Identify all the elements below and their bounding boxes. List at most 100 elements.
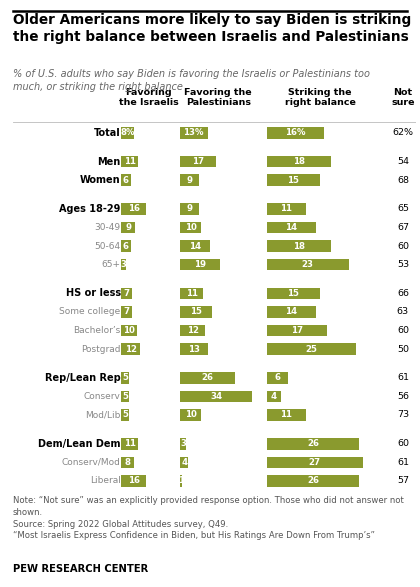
Bar [180,240,210,252]
Text: % of U.S. adults who say Biden is favoring the Israelis or Palestinians too
much: % of U.S. adults who say Biden is favori… [13,69,370,92]
Bar [267,325,327,336]
Text: 8%: 8% [120,129,135,137]
Text: 7: 7 [124,289,130,298]
Bar [267,475,359,487]
Text: Conserv: Conserv [84,392,121,401]
Text: 50: 50 [397,345,409,353]
Bar [121,288,132,299]
Text: 61: 61 [397,373,409,382]
Text: 12: 12 [125,345,136,353]
Bar [180,343,207,355]
Bar [180,409,201,421]
Bar [180,203,199,215]
Bar [121,203,146,215]
Bar [267,438,359,450]
Bar [180,457,189,468]
Text: 3: 3 [121,260,127,269]
Text: 5: 5 [122,410,128,420]
Text: 14: 14 [189,242,201,251]
Text: 27: 27 [309,458,321,467]
Text: 4: 4 [181,458,187,467]
Text: 3: 3 [180,439,186,448]
Text: Favoring
the Israelis: Favoring the Israelis [119,87,178,107]
Text: Favoring the
Palestinians: Favoring the Palestinians [184,87,252,107]
Bar [180,222,201,233]
Bar [267,288,320,299]
Bar [180,438,186,450]
Text: Some college: Some college [59,308,121,316]
Text: 53: 53 [397,260,409,269]
Text: 5: 5 [122,392,128,401]
Text: 11: 11 [124,439,136,448]
Bar [267,343,356,355]
Text: 65: 65 [397,204,409,214]
Text: 60: 60 [397,439,409,448]
Bar [121,438,138,450]
Bar [180,391,252,402]
Bar [267,409,306,421]
Text: Women: Women [80,175,121,185]
Text: 25: 25 [305,345,317,353]
Text: 12: 12 [187,326,199,335]
Text: 16: 16 [128,204,139,214]
Text: 11: 11 [186,289,198,298]
Text: 6: 6 [123,176,129,185]
Text: 14: 14 [286,308,298,316]
Bar [180,288,203,299]
Bar [121,343,139,355]
Text: 13: 13 [188,345,200,353]
Bar [121,325,136,336]
Text: Bachelor’s: Bachelor’s [74,326,121,335]
Text: 11: 11 [280,410,292,420]
Text: 5: 5 [122,373,128,382]
Text: 26: 26 [307,477,319,485]
Bar [180,306,212,318]
Text: Liberal: Liberal [90,477,121,485]
Bar [267,222,317,233]
Text: Postgrad: Postgrad [81,345,121,353]
Bar [121,409,129,421]
Bar [267,127,323,139]
Text: 57: 57 [397,477,409,485]
Bar [121,222,135,233]
Text: 60: 60 [397,326,409,335]
Text: 9: 9 [125,223,131,232]
Text: 10: 10 [185,410,197,420]
Text: 18: 18 [293,242,304,251]
Text: 6: 6 [274,373,280,382]
Text: 26: 26 [307,439,319,448]
Text: 1: 1 [178,477,184,485]
Text: 30-49: 30-49 [94,223,121,232]
Text: 63: 63 [397,308,409,316]
Bar [180,156,216,167]
Text: 61: 61 [397,458,409,467]
Text: 67: 67 [397,223,409,232]
Text: Dem/Lean Dem: Dem/Lean Dem [38,438,121,448]
Bar [267,259,349,271]
Text: 26: 26 [202,373,214,382]
Text: HS or less: HS or less [66,288,121,298]
Bar [180,475,182,487]
Bar [267,174,320,186]
Text: Not
sure: Not sure [391,87,415,107]
Bar [267,203,306,215]
Text: Men: Men [97,157,121,167]
Bar [121,475,146,487]
Bar [267,457,363,468]
Text: 9: 9 [186,204,192,214]
Text: 16: 16 [128,477,139,485]
Bar [267,240,331,252]
Text: 9: 9 [186,176,192,185]
Bar [121,306,132,318]
Text: Ages 18-29: Ages 18-29 [59,204,121,214]
Text: Rep/Lean Rep: Rep/Lean Rep [45,373,121,383]
Text: 6: 6 [123,242,129,251]
Text: 66: 66 [397,289,409,298]
Text: 11: 11 [280,204,292,214]
Text: 15: 15 [287,176,299,185]
Text: 17: 17 [192,157,204,166]
Bar [267,372,288,384]
Text: 7: 7 [124,308,130,316]
Text: 8: 8 [124,458,131,467]
Text: 73: 73 [397,410,409,420]
